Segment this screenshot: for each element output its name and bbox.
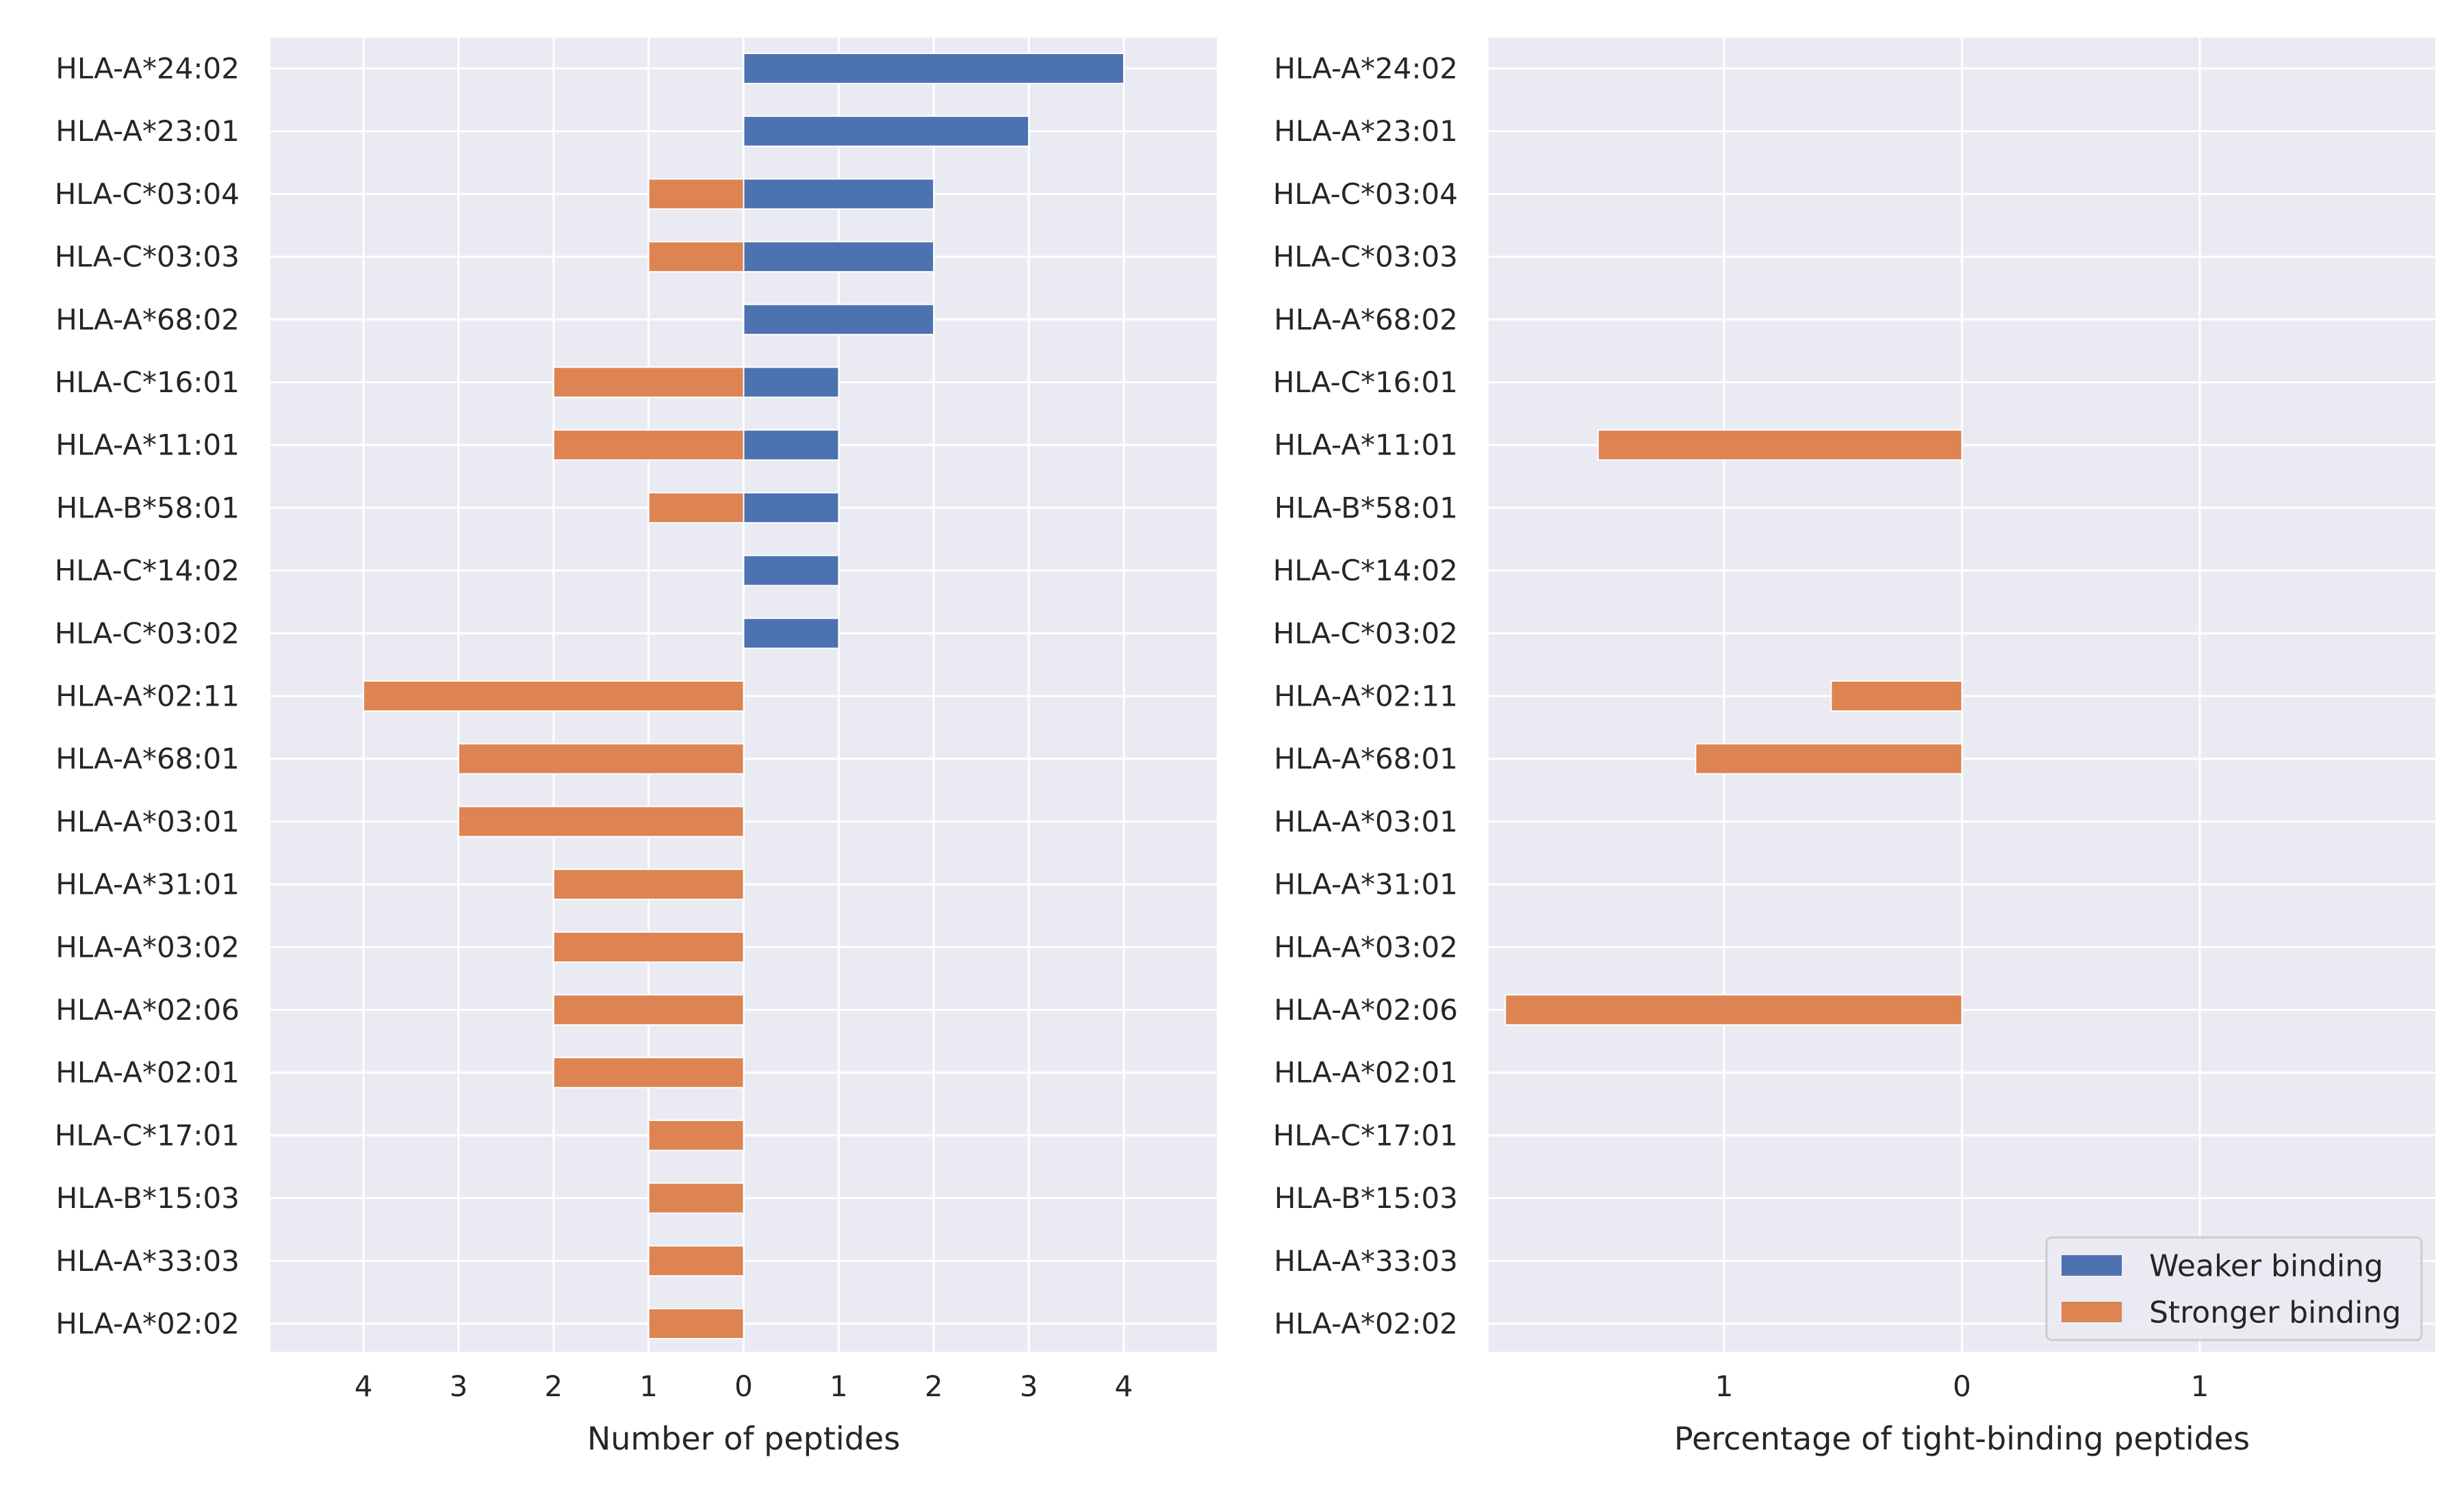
category-label: HLA-B*58:01 — [56, 491, 240, 524]
bar-stronger-0-3 — [647, 241, 745, 273]
bar-stronger-1-6 — [1597, 429, 1963, 461]
category-label: HLA-C*03:02 — [55, 617, 240, 650]
category-label: HLA-A*68:01 — [55, 742, 240, 775]
category-label: HLA-A*02:06 — [1274, 993, 1458, 1027]
category-label: HLA-A*68:02 — [55, 303, 240, 336]
category-label: HLA-A*68:01 — [1274, 742, 1458, 775]
legend-swatch-1 — [2062, 1302, 2122, 1322]
bar-stronger-0-2 — [647, 178, 745, 210]
category-label: HLA-B*15:03 — [56, 1181, 240, 1215]
category-label: HLA-C*14:02 — [1273, 554, 1458, 587]
category-label: HLA-C*03:04 — [55, 177, 240, 211]
bar-stronger-0-11 — [457, 743, 745, 775]
category-label: HLA-A*31:01 — [55, 868, 240, 901]
category-label: HLA-A*02:11 — [55, 680, 240, 713]
category-label: HLA-A*03:01 — [55, 805, 240, 838]
category-label: HLA-A*02:01 — [55, 1056, 240, 1090]
x-axis-label: Number of peptides — [587, 1420, 900, 1457]
category-label: HLA-C*03:02 — [1273, 617, 1458, 650]
bar-stronger-0-16 — [552, 1057, 745, 1089]
bar-stronger-0-6 — [552, 429, 745, 461]
x-tick-label: 1 — [1715, 1369, 1734, 1403]
x-tick-label: 3 — [450, 1369, 468, 1403]
x-tick-label: 1 — [2191, 1369, 2209, 1403]
category-label: HLA-C*17:01 — [1273, 1118, 1458, 1152]
legend-box — [2045, 1236, 2423, 1341]
category-label: HLA-A*03:02 — [1274, 930, 1458, 964]
category-label: HLA-A*02:02 — [1274, 1307, 1458, 1341]
bar-weaker-0-8 — [743, 554, 840, 587]
bar-stronger-0-18 — [647, 1182, 745, 1214]
category-label: HLA-C*14:02 — [55, 554, 240, 587]
bar-stronger-0-14 — [552, 931, 745, 963]
category-label: HLA-A*31:01 — [1274, 868, 1458, 901]
category-label: HLA-C*03:04 — [1273, 177, 1458, 211]
x-tick-label: 4 — [355, 1369, 373, 1403]
bar-weaker-0-9 — [743, 617, 840, 649]
category-label: HLA-C*17:01 — [55, 1118, 240, 1152]
bar-stronger-1-15 — [1504, 994, 1963, 1026]
category-label: HLA-B*58:01 — [1274, 491, 1458, 524]
category-label: HLA-A*33:03 — [1274, 1244, 1458, 1278]
category-label: HLA-C*16:01 — [55, 365, 240, 399]
bar-weaker-0-7 — [743, 491, 840, 524]
x-tick-label: 4 — [1115, 1369, 1133, 1403]
x-axis-label: Percentage of tight-binding peptides — [1674, 1420, 2250, 1457]
category-label: HLA-A*11:01 — [1274, 428, 1458, 462]
category-label: HLA-A*68:02 — [1274, 303, 1458, 336]
category-label: HLA-C*03:03 — [55, 240, 240, 274]
bar-stronger-0-19 — [647, 1245, 745, 1277]
category-label: HLA-A*03:01 — [1274, 805, 1458, 838]
bar-stronger-0-17 — [647, 1119, 745, 1151]
x-tick-label: 1 — [639, 1369, 658, 1403]
x-tick-label: 1 — [830, 1369, 848, 1403]
bar-stronger-1-11 — [1695, 743, 1963, 775]
bar-weaker-0-0 — [743, 53, 1125, 84]
bar-weaker-0-2 — [743, 178, 935, 210]
bar-stronger-0-12 — [457, 806, 745, 838]
category-label: HLA-A*02:11 — [1274, 680, 1458, 713]
category-label: HLA-C*03:03 — [1273, 240, 1458, 274]
bar-weaker-0-5 — [743, 366, 840, 398]
bar-stronger-0-7 — [647, 491, 745, 524]
category-label: HLA-A*03:02 — [55, 930, 240, 964]
category-label: HLA-A*02:06 — [55, 993, 240, 1027]
category-label: HLA-A*24:02 — [55, 52, 240, 86]
bar-weaker-0-4 — [743, 303, 935, 335]
legend-label-0: Weaker binding — [2149, 1249, 2383, 1284]
x-tick-label: 2 — [925, 1369, 943, 1403]
x-tick-label: 2 — [544, 1369, 563, 1403]
bar-stronger-0-13 — [552, 869, 745, 901]
category-label: HLA-A*24:02 — [1274, 52, 1458, 86]
x-tick-label: 0 — [734, 1369, 753, 1403]
legend-label-1: Stronger binding — [2149, 1296, 2401, 1330]
bar-weaker-0-3 — [743, 241, 935, 273]
category-label: HLA-B*15:03 — [1274, 1181, 1458, 1215]
bar-weaker-0-1 — [743, 115, 1030, 147]
x-tick-label: 0 — [1953, 1369, 1971, 1403]
bar-stronger-1-10 — [1830, 680, 1963, 712]
category-label: HLA-A*23:01 — [55, 114, 240, 148]
bar-stronger-0-15 — [552, 994, 745, 1026]
bar-stronger-0-5 — [552, 366, 745, 398]
category-label: HLA-A*23:01 — [1274, 114, 1458, 148]
legend-swatch-0 — [2062, 1255, 2122, 1276]
category-label: HLA-A*02:02 — [55, 1307, 240, 1341]
category-label: HLA-A*33:03 — [55, 1244, 240, 1278]
category-label: HLA-A*02:01 — [1274, 1056, 1458, 1090]
category-label: HLA-A*11:01 — [55, 428, 240, 462]
bar-weaker-0-6 — [743, 429, 840, 461]
category-label: HLA-C*16:01 — [1273, 365, 1458, 399]
bar-stronger-0-20 — [647, 1308, 745, 1339]
x-tick-label: 3 — [1020, 1369, 1038, 1403]
bar-stronger-0-10 — [363, 680, 745, 712]
